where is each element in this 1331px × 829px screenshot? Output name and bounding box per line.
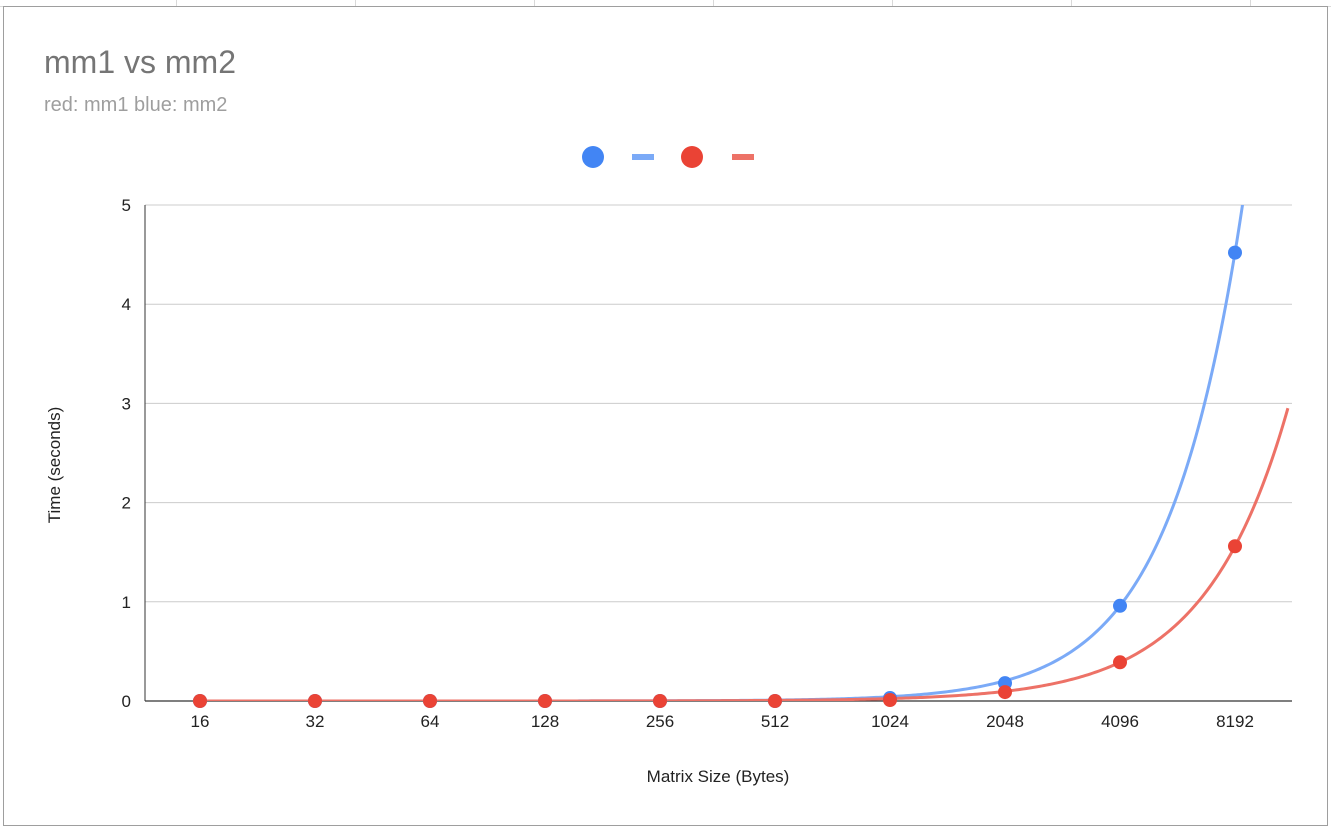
x-tick-label: 64 [421, 712, 440, 731]
data-point-series-2[interactable] [998, 685, 1012, 700]
y-tick-label: 3 [122, 394, 131, 413]
x-tick-label: 8192 [1216, 712, 1254, 731]
x-tick-label: 128 [531, 712, 559, 731]
spreadsheet-grid-line [1250, 0, 1251, 6]
x-tick-label: 4096 [1101, 712, 1139, 731]
x-tick-label: 16 [191, 712, 210, 731]
chart-container[interactable] [3, 6, 1328, 826]
y-tick-label: 1 [122, 593, 131, 612]
data-point-series-2[interactable] [653, 694, 667, 708]
data-point-series-1[interactable] [1113, 598, 1127, 613]
spreadsheet-grid-line [534, 0, 535, 6]
data-point-series-2[interactable] [423, 694, 437, 708]
legend-marker-series-1[interactable] [582, 146, 604, 168]
x-tick-label: 512 [761, 712, 789, 731]
chart-title: mm1 vs mm2 [44, 44, 236, 80]
y-tick-label: 4 [122, 295, 131, 314]
y-tick-label: 0 [122, 692, 131, 711]
data-point-series-2[interactable] [538, 694, 552, 708]
y-tick-label: 5 [122, 196, 131, 215]
data-point-series-2[interactable] [883, 693, 897, 708]
legend-trendline-series-1[interactable] [632, 154, 654, 160]
x-tick-label: 256 [646, 712, 674, 731]
chart-subtitle: red: mm1 blue: mm2 [44, 94, 228, 116]
x-tick-label: 1024 [871, 712, 909, 731]
legend-marker-series-2[interactable] [681, 146, 703, 168]
data-point-series-1[interactable] [1228, 245, 1242, 260]
trendline-series-2 [200, 407, 1290, 701]
y-axis-title: Time (seconds) [45, 407, 64, 524]
data-point-series-2[interactable] [193, 694, 207, 708]
y-tick-label: 2 [122, 494, 131, 513]
trendline-series-1 [200, 205, 1245, 701]
x-tick-label: 32 [306, 712, 325, 731]
legend-trendline-series-2[interactable] [732, 154, 754, 160]
x-tick-label: 2048 [986, 712, 1024, 731]
data-point-series-2[interactable] [308, 694, 322, 708]
x-axis-title: Matrix Size (Bytes) [647, 767, 790, 786]
data-point-series-2[interactable] [1113, 655, 1127, 670]
spreadsheet-grid-line [1071, 0, 1072, 6]
spreadsheet-grid-line [713, 0, 714, 6]
spreadsheet-grid-line [892, 0, 893, 6]
data-point-series-2[interactable] [1228, 539, 1242, 554]
spreadsheet-grid-line [355, 0, 356, 6]
spreadsheet-grid-line [176, 0, 177, 6]
data-point-series-2[interactable] [768, 694, 782, 708]
